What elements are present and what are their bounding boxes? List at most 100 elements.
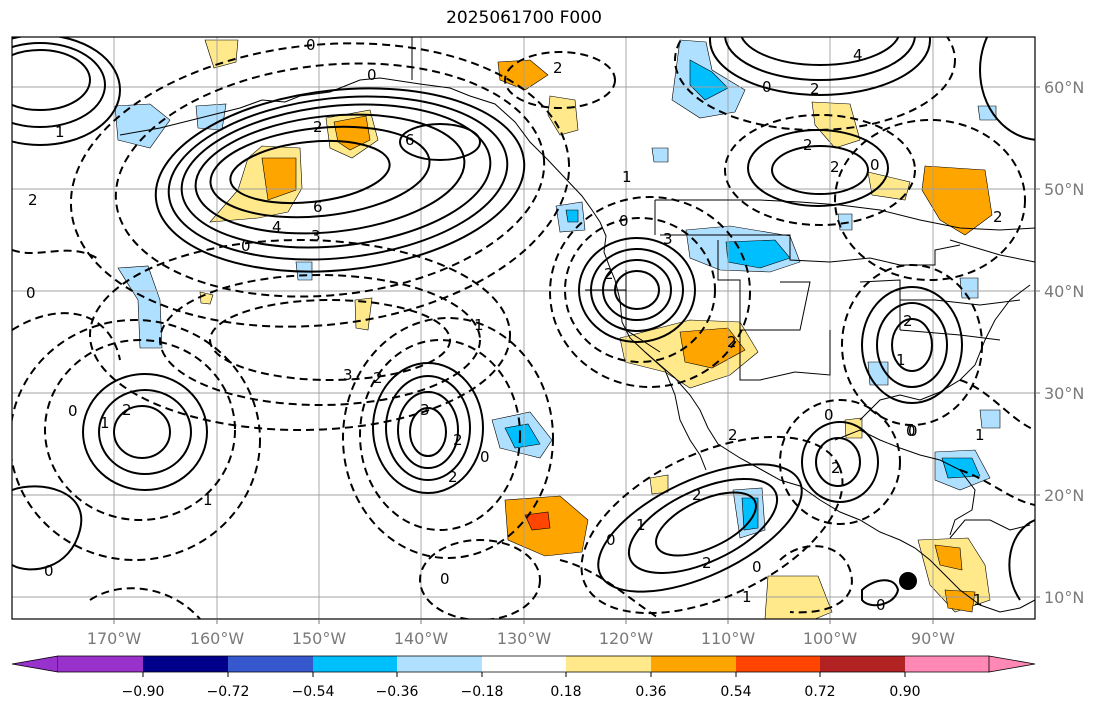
colorbar-tick-label: 0.90 (889, 684, 920, 700)
contour-label: 1 (474, 316, 484, 334)
contour-label: 1 (622, 168, 632, 186)
longitude-axis: 170°W 160°W 150°W 140°W 130°W 120°W 110°… (87, 619, 955, 648)
contour-label: 6 (313, 198, 323, 216)
plot-title: 2025061700 F000 (446, 8, 602, 28)
contour-label: 0 (26, 284, 36, 302)
negative-shading (114, 39, 1001, 539)
contour-label: 0 (762, 78, 772, 96)
colorbar-segment (482, 656, 566, 672)
contour-label: 3 (663, 230, 673, 248)
colorbar-segment (313, 656, 397, 672)
lon-tick-label: 150°W (292, 629, 347, 648)
lat-tick-label: 60°N (1044, 78, 1084, 97)
colorbar-segment (736, 656, 820, 672)
contour-label: 1 (973, 591, 983, 609)
negative-contours (12, 37, 1035, 619)
coastlines (119, 37, 1035, 613)
lon-tick-label: 110°W (701, 629, 756, 648)
contour-label: 1 (100, 414, 110, 432)
contour-labels: 0 4 2 6 6 4 2 3 0 0 2 2 0 2 1 0 3 2 0 1 … (26, 36, 1003, 614)
lon-tick-label: 90°W (911, 629, 955, 648)
lat-tick-label: 20°N (1044, 486, 1084, 505)
contour-label: 1 (896, 351, 906, 369)
contour-label: 0 (480, 448, 490, 466)
colorbar-tick-label: 0.54 (720, 684, 751, 700)
colorbar-segment (397, 656, 482, 672)
contour-label: 2 (993, 208, 1003, 226)
contour-label: 2 (728, 426, 738, 444)
contour-label: 4 (853, 46, 863, 64)
positive-shading (199, 39, 993, 619)
contour-label: 0 (68, 402, 78, 420)
contour-label: 2 (448, 468, 458, 486)
contour-label: 2 (830, 158, 840, 176)
contour-label: 0 (824, 406, 834, 424)
contour-label: 2 (313, 118, 323, 136)
lon-tick-label: 140°W (394, 629, 449, 648)
contour-label: 2 (810, 80, 820, 98)
contour-label: 0 (870, 156, 880, 174)
contour-label: 2 (692, 486, 702, 504)
colorbar-tick-label: −0.18 (461, 684, 504, 700)
contour-label: 2 (903, 312, 913, 330)
colorbar-segment (905, 656, 989, 672)
contour-label: 2 (604, 265, 614, 283)
colorbar-segment (820, 656, 905, 672)
colorbar-segment (143, 656, 228, 672)
colorbar-segment (228, 656, 313, 672)
colorbar-segment (651, 656, 736, 672)
colorbar-tick-label: −0.90 (122, 684, 165, 700)
contour-label: 0 (876, 596, 886, 614)
positive-contours (12, 37, 1035, 607)
contour-label: 2 (727, 333, 737, 351)
contour-label: 0 (906, 422, 916, 440)
contour-label: 2 (553, 59, 563, 77)
contour-label: 1 (975, 426, 985, 444)
lon-tick-label: 100°W (803, 629, 858, 648)
colorbar-segment (566, 656, 651, 672)
contour-label: 1 (203, 491, 213, 509)
contour-label: 0 (908, 422, 918, 440)
lon-tick-label: 170°W (87, 629, 142, 648)
contour-label: 6 (405, 131, 415, 149)
latitude-axis: 60°N 50°N 40°N 30°N 20°N 10°N (1035, 78, 1084, 607)
lon-tick-label: 130°W (497, 629, 552, 648)
lat-tick-label: 30°N (1044, 384, 1084, 403)
contour-label: 2 (453, 431, 463, 449)
colorbar: −0.90 −0.72 −0.54 −0.36 −0.18 0.18 0.36 … (11, 655, 1036, 700)
colorbar-tick-label: 0.18 (550, 684, 581, 700)
contour-label: 1 (636, 516, 646, 534)
colorbar-segment (58, 656, 143, 672)
colorbar-segment (988, 655, 1036, 673)
contour-label: 2 (702, 554, 712, 572)
colorbar-tick-label: 0.72 (804, 684, 835, 700)
colorbar-tick-label: 0.36 (635, 684, 666, 700)
contour-label: 3 (420, 401, 430, 419)
contour-label: 0 (440, 570, 450, 588)
contour-label: 4 (272, 218, 282, 236)
lat-tick-label: 50°N (1044, 180, 1084, 199)
colorbar-tick-label: −0.72 (207, 684, 250, 700)
lon-tick-label: 120°W (599, 629, 654, 648)
contour-label: 3 (343, 366, 353, 384)
contour-label: 2 (831, 459, 841, 477)
lat-tick-label: 10°N (1044, 588, 1084, 607)
colorbar-tick-label: −0.36 (376, 684, 419, 700)
contour-label: 0 (306, 36, 316, 54)
map-panel: 0 4 2 6 6 4 2 3 0 0 2 2 0 2 1 0 3 2 0 1 … (12, 36, 1035, 619)
contour-label: 2 (28, 191, 38, 209)
contour-label: 0 (44, 562, 54, 580)
contour-label: 0 (367, 66, 377, 84)
contour-label: 2 (803, 136, 813, 154)
lat-tick-label: 40°N (1044, 282, 1084, 301)
contour-label: 1 (742, 588, 752, 606)
contour-label: 0 (606, 531, 616, 549)
contour-label: 0 (241, 237, 251, 255)
colorbar-tick-label: −0.54 (292, 684, 335, 700)
contour-label: 3 (311, 227, 321, 245)
contour-label: 0 (619, 212, 629, 230)
contour-label: 2 (122, 401, 132, 419)
lon-tick-label: 160°W (190, 629, 245, 648)
point-marker (899, 572, 917, 590)
